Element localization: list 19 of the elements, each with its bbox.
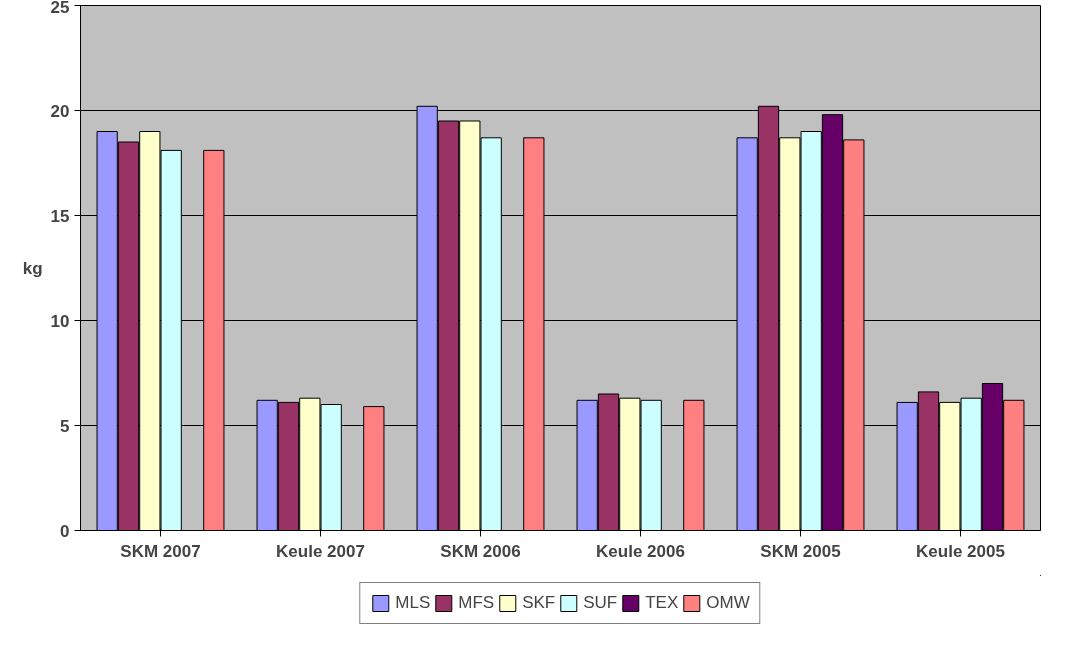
legend-label: MFS [458, 592, 495, 613]
legend-label: TEX [645, 592, 679, 613]
y-axis-title: kg [22, 258, 43, 278]
y-tick-label: 25 [50, 0, 70, 17]
x-tick-label: SKM 2005 [760, 541, 841, 561]
y-tick-label: 0 [60, 521, 70, 541]
x-tick-label: Keule 2005 [916, 541, 1005, 561]
x-tick-label: SKM 2007 [120, 541, 201, 561]
x-tick-label: Keule 2006 [596, 541, 685, 561]
legend-label: SUF [583, 592, 618, 613]
legend-label: SKF [522, 592, 556, 613]
x-tick-label: SKM 2006 [440, 541, 521, 561]
y-tick-label: 5 [60, 416, 70, 436]
y-tick-label: 10 [50, 311, 70, 331]
legend-label: OMW [706, 592, 750, 613]
legend-label: MLS [395, 592, 431, 613]
y-tick-label: 20 [50, 101, 70, 121]
x-tick-label: Keule 2007 [276, 541, 365, 561]
y-tick-label: 15 [50, 206, 70, 226]
